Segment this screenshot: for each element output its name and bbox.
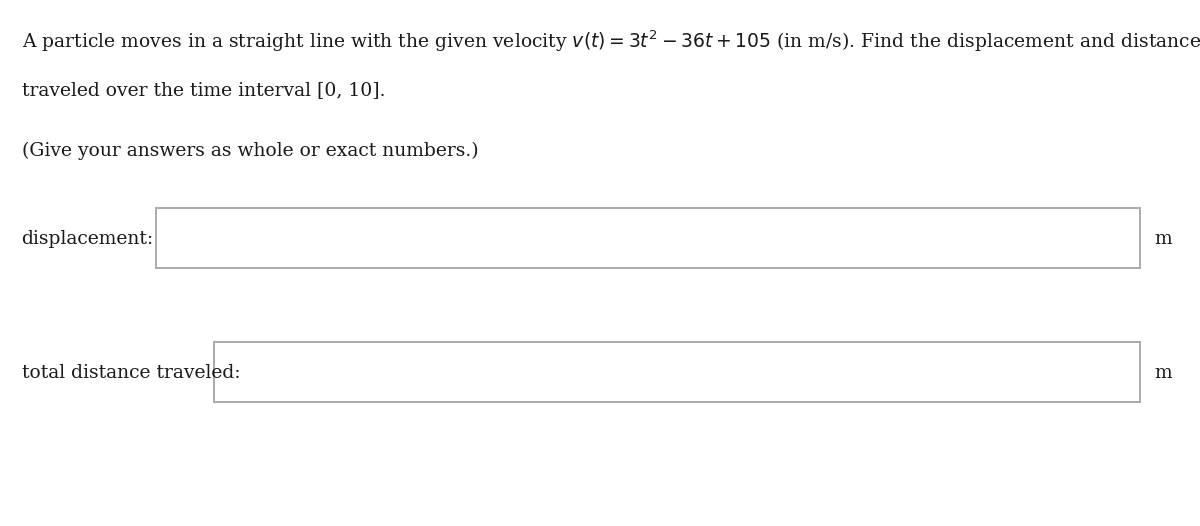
Text: m: m <box>1154 230 1172 248</box>
Text: displacement:: displacement: <box>22 230 154 248</box>
Text: A particle moves in a straight line with the given velocity $v(t) = 3t^2 - 36t +: A particle moves in a straight line with… <box>22 29 1200 54</box>
Text: m: m <box>1154 365 1172 382</box>
Text: (Give your answers as whole or exact numbers.): (Give your answers as whole or exact num… <box>22 142 479 160</box>
Text: total distance traveled:: total distance traveled: <box>22 365 240 382</box>
FancyBboxPatch shape <box>214 342 1140 402</box>
Text: traveled over the time interval [0, 10].: traveled over the time interval [0, 10]. <box>22 82 385 99</box>
FancyBboxPatch shape <box>156 208 1140 268</box>
